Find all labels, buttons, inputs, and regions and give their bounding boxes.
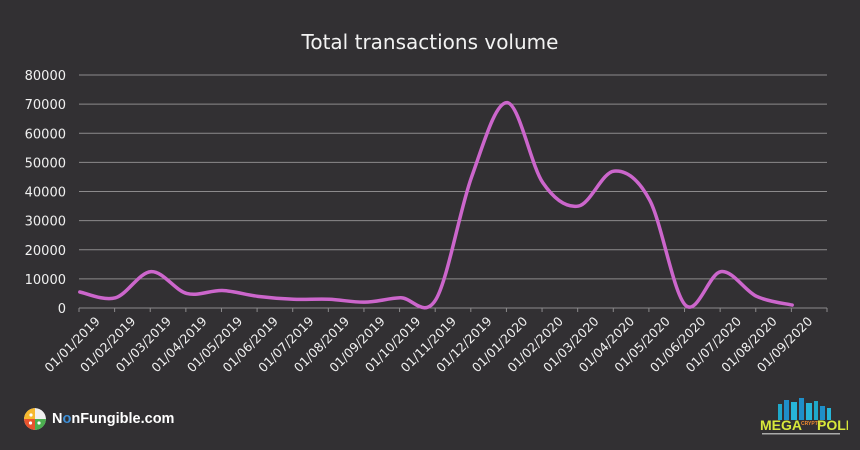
megacryptopolis-logo: MEGA CRYPTO POLIS <box>758 398 859 440</box>
y-tick-label: 30000 <box>25 215 66 230</box>
y-axis-labels: 0 10000 20000 30000 40000 50000 60000 70000 8000… <box>25 69 66 317</box>
series-line <box>78 100 794 310</box>
nonfungible-text-prefix: N <box>52 411 63 427</box>
y-tick-label: 50000 <box>25 156 66 171</box>
y-tick-label: 40000 <box>25 186 66 201</box>
line-chart: 0 10000 20000 30000 40000 50000 60000 70000 8000… <box>25 69 828 375</box>
y-tick-label: 10000 <box>25 273 66 288</box>
crypto-text: CRYPTO <box>801 421 822 427</box>
y-tick-label: 0 <box>58 302 66 317</box>
polis-text: POLIS <box>817 417 848 433</box>
y-tick-label: 20000 <box>25 244 66 259</box>
mega-text: MEGA <box>760 417 802 433</box>
y-tick-label: 80000 <box>25 69 66 84</box>
y-tick-label: 60000 <box>25 127 66 142</box>
chart-title: Total transactions volume <box>301 30 559 54</box>
x-axis: 01/01/201901/02/201901/03/201901/04/2019… <box>41 307 828 375</box>
y-tick-label: 70000 <box>25 98 66 113</box>
nonfungible-icon <box>24 408 46 430</box>
nonfungible-text-highlight: o <box>62 411 72 427</box>
nonfungible-text-suffix: nFungible.com <box>71 411 175 427</box>
